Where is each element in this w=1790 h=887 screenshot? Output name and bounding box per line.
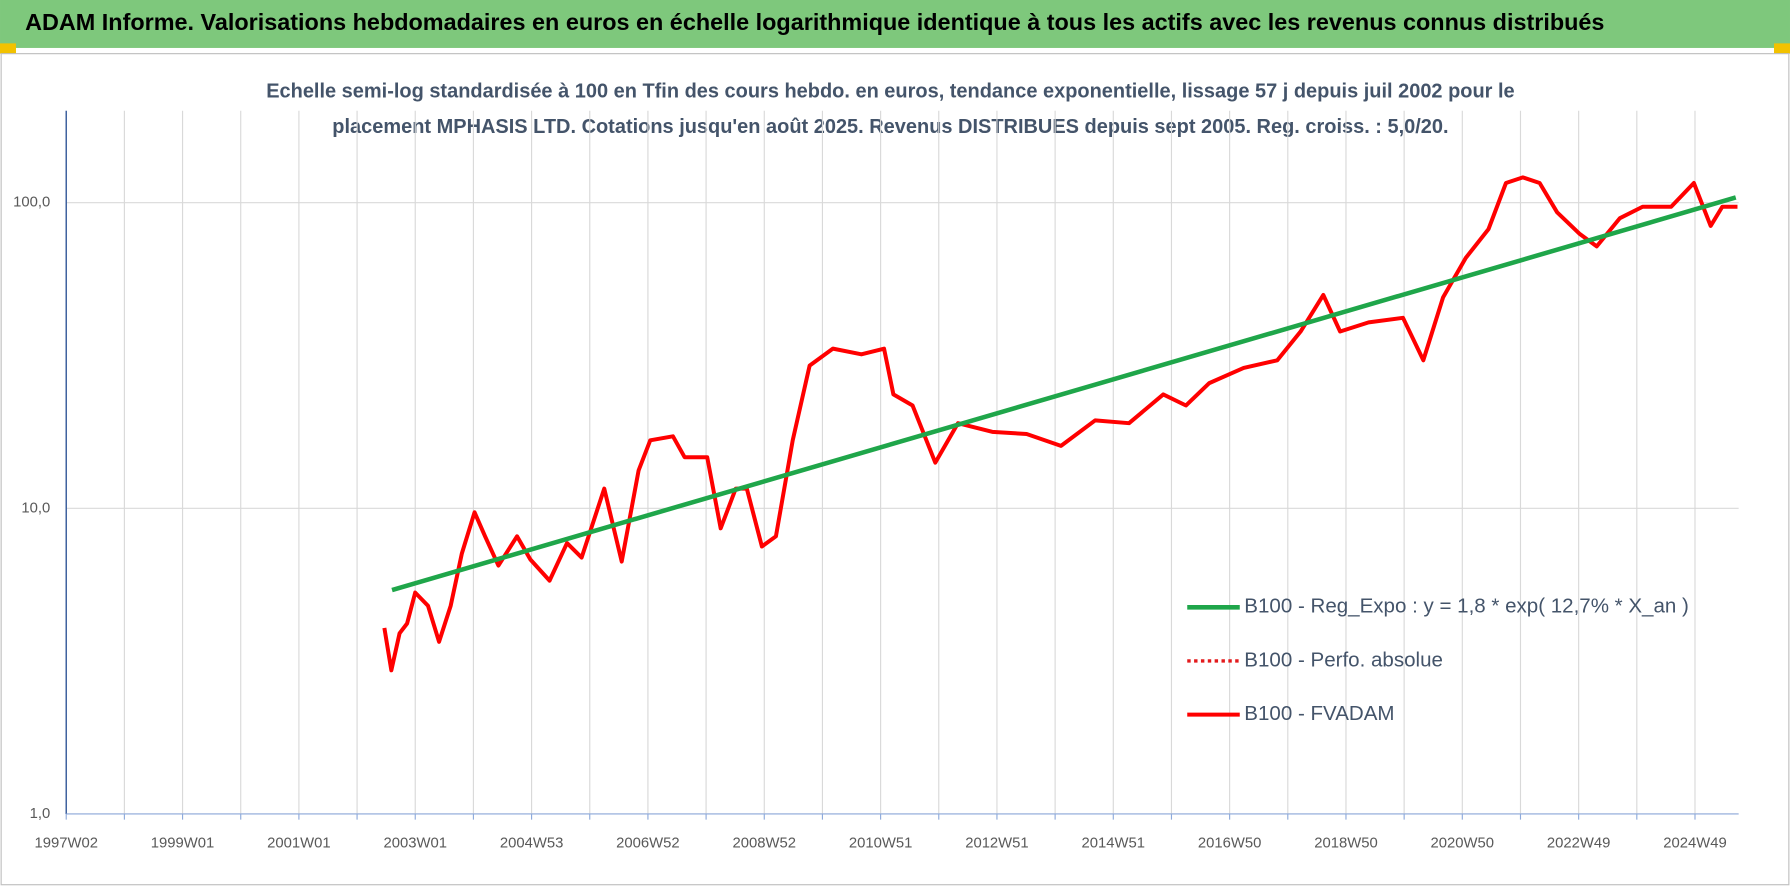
chart-subtitle: Echelle semi-log standardisée à 100 en T… (266, 81, 1514, 103)
corner (1774, 43, 1790, 54)
x-tick-label: 2001W01 (267, 836, 330, 852)
y-tick-label: 100,0 (13, 195, 50, 211)
chart-frame (0, 53, 1790, 886)
x-tick-label: 2018W50 (1314, 836, 1377, 852)
x-tick-label: 2006W52 (616, 836, 679, 852)
corner (0, 43, 16, 54)
x-tick-label: 2004W53 (500, 836, 563, 852)
x-tick-label: 2022W49 (1547, 836, 1610, 852)
x-tick-label: 2003W01 (384, 836, 447, 852)
x-tick-label: 2020W50 (1431, 836, 1494, 852)
y-tick-label: 10,0 (21, 500, 50, 516)
series-line (382, 175, 1738, 673)
x-tick-label: 1999W01 (151, 836, 214, 852)
x-tick-label: 1997W02 (34, 836, 97, 852)
x-tick-label: 2024W49 (1663, 836, 1726, 852)
legend: B100 - Reg_Expo : y = 1,8 * exp( 12,7% *… (1187, 595, 1689, 725)
grid: 1,0 10,0 100,0 1997W02 1999W01 2001W01 2003W01… (13, 110, 1739, 852)
legend-label: B100 - Perfo. absolue (1244, 648, 1443, 671)
series-line (391, 195, 1737, 593)
y-tick-label: 1,0 (30, 806, 51, 822)
legend-label: B100 - Reg_Expo : y = 1,8 * exp( 12,7% *… (1244, 595, 1689, 618)
x-tick-label: 2016W50 (1198, 836, 1261, 852)
title-bar (0, 0, 1790, 48)
chart-title: ADAM Informe. Valorisations hebdomadaire… (25, 9, 1604, 35)
legend-label: B100 - FVADAM (1244, 702, 1394, 725)
plot (382, 175, 1738, 673)
x-tick-label: 2008W52 (733, 836, 796, 852)
x-tick-label: 2014W51 (1082, 836, 1145, 852)
x-tick-label: 2010W51 (849, 836, 912, 852)
x-tick-label: 2012W51 (965, 836, 1028, 852)
chart-subtitle: placement MPHASIS LTD. Cotations jusqu'e… (332, 116, 1448, 138)
